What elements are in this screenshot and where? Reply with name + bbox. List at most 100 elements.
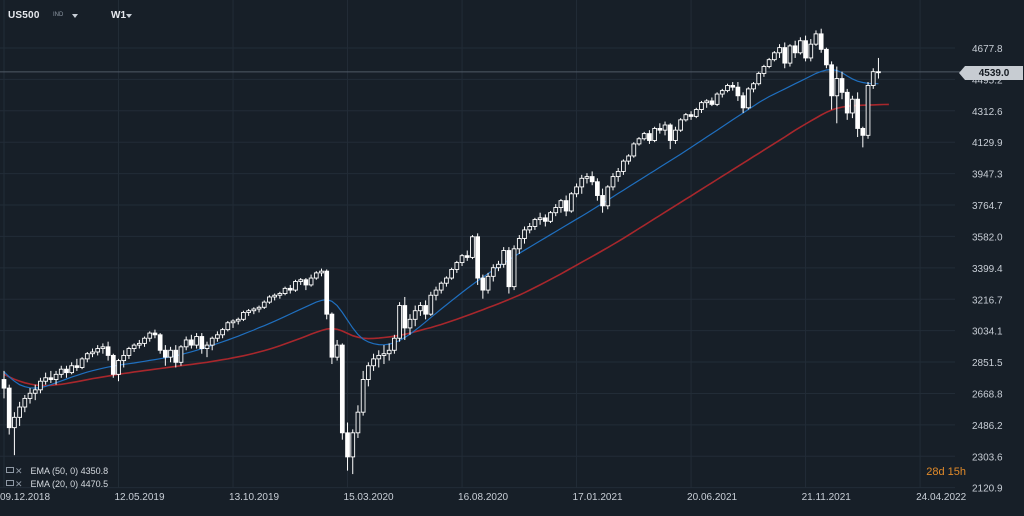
candle-body bbox=[600, 195, 605, 207]
candle-body bbox=[496, 263, 501, 269]
candle-body bbox=[418, 305, 423, 312]
candle-body bbox=[386, 349, 392, 355]
candle-body bbox=[256, 306, 262, 310]
candle-body bbox=[17, 406, 22, 418]
candle bbox=[813, 30, 819, 46]
y-tick-label: 3216.7 bbox=[972, 295, 1003, 306]
candle-body bbox=[470, 236, 475, 258]
timeframe-selector[interactable]: W1 bbox=[111, 10, 126, 21]
candle-body bbox=[865, 85, 871, 136]
y-tick-label: 4312.6 bbox=[972, 107, 1003, 118]
candle bbox=[6, 384, 12, 435]
candle bbox=[865, 82, 871, 139]
y-tick-label: 4129.9 bbox=[972, 138, 1003, 149]
y-tick-label: 2851.5 bbox=[972, 358, 1003, 369]
candle-body bbox=[58, 368, 64, 375]
candle-body bbox=[121, 354, 127, 362]
candle bbox=[860, 126, 866, 148]
candle bbox=[756, 71, 762, 86]
close-icon[interactable]: ✕ bbox=[15, 479, 23, 489]
x-tick-label: 12.05.2019 bbox=[115, 492, 165, 503]
candle bbox=[777, 44, 782, 58]
settings-box-icon[interactable] bbox=[6, 467, 14, 473]
candle-body bbox=[740, 95, 746, 109]
candle bbox=[876, 57, 881, 79]
candle bbox=[209, 336, 215, 351]
y-tick-label: 3399.4 bbox=[972, 264, 1003, 275]
candle bbox=[121, 350, 127, 368]
candle-body bbox=[766, 59, 772, 67]
candle bbox=[449, 267, 454, 280]
candle bbox=[532, 217, 538, 230]
candle-body bbox=[397, 305, 402, 339]
chevron-down-icon[interactable] bbox=[72, 14, 78, 18]
candle bbox=[360, 370, 366, 416]
candle-body bbox=[735, 86, 741, 97]
indicator-legend-ema50[interactable]: ✕ EMA (50, 0) 4350.8 bbox=[6, 466, 108, 476]
candle-body bbox=[605, 186, 611, 207]
y-tick-label: 3034.1 bbox=[972, 327, 1003, 338]
candle-body bbox=[855, 98, 860, 129]
candle-body bbox=[490, 267, 496, 277]
candle bbox=[95, 345, 101, 356]
candle bbox=[621, 159, 626, 175]
candle-body bbox=[313, 272, 319, 279]
candle bbox=[131, 343, 137, 352]
chevron-down-icon[interactable] bbox=[126, 14, 132, 18]
candle-body bbox=[131, 344, 137, 350]
candle-body bbox=[522, 229, 527, 239]
candle bbox=[725, 83, 730, 93]
settings-box-icon[interactable] bbox=[6, 480, 14, 486]
candle bbox=[485, 272, 491, 294]
candle bbox=[673, 126, 678, 144]
candle bbox=[423, 300, 428, 320]
candle-body bbox=[824, 48, 829, 66]
candle bbox=[163, 345, 168, 366]
candle bbox=[480, 274, 486, 299]
candle bbox=[22, 394, 28, 413]
candle bbox=[173, 345, 179, 368]
candle bbox=[516, 235, 522, 254]
candle bbox=[215, 331, 220, 342]
grid bbox=[0, 0, 955, 489]
candle bbox=[454, 260, 460, 273]
candle-body bbox=[173, 349, 179, 363]
candle bbox=[568, 192, 574, 213]
symbol-selector[interactable]: US500 bbox=[8, 10, 40, 21]
candle-body bbox=[761, 66, 767, 74]
candle-body bbox=[704, 100, 710, 104]
candle-body bbox=[444, 277, 449, 284]
candle-body bbox=[511, 248, 517, 288]
candle bbox=[808, 39, 814, 62]
candle-body bbox=[282, 287, 288, 294]
candle bbox=[662, 121, 668, 136]
candle-body bbox=[183, 339, 189, 348]
candle-body bbox=[803, 40, 808, 59]
candle-body bbox=[215, 334, 220, 339]
candle bbox=[397, 302, 402, 342]
candle-body bbox=[532, 219, 538, 227]
y-tick-label: 3764.7 bbox=[972, 201, 1003, 212]
candle-body bbox=[293, 281, 298, 291]
candle bbox=[558, 198, 564, 213]
candle bbox=[308, 274, 314, 287]
candle-body bbox=[22, 397, 28, 408]
candle-body bbox=[53, 373, 59, 380]
candle bbox=[199, 333, 205, 354]
candle bbox=[584, 173, 590, 184]
indicator-legend-ema20[interactable]: ✕ EMA (20, 0) 4470.5 bbox=[6, 479, 108, 489]
candle bbox=[678, 118, 683, 132]
candle-body bbox=[428, 294, 434, 315]
x-tick-label: 15.03.2020 bbox=[344, 492, 394, 503]
candle bbox=[334, 339, 340, 361]
candle-body bbox=[345, 432, 350, 458]
candle bbox=[501, 247, 507, 268]
candle bbox=[220, 327, 225, 339]
candles bbox=[1, 28, 881, 475]
candle bbox=[839, 71, 845, 100]
candle bbox=[589, 171, 595, 186]
close-icon[interactable]: ✕ bbox=[15, 466, 23, 476]
candle bbox=[116, 358, 121, 382]
